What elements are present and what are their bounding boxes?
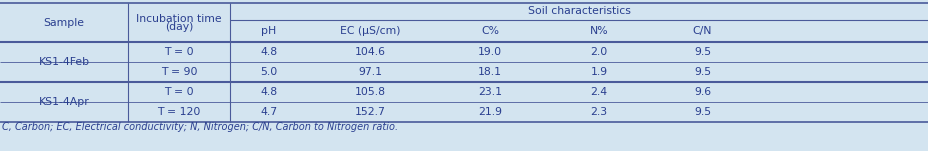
Text: 19.0: 19.0 bbox=[477, 47, 501, 57]
Text: 1.9: 1.9 bbox=[590, 67, 607, 77]
Text: 23.1: 23.1 bbox=[478, 87, 501, 97]
Text: T = 120: T = 120 bbox=[157, 107, 200, 117]
Text: KS1-4Feb: KS1-4Feb bbox=[38, 57, 89, 67]
Text: 18.1: 18.1 bbox=[478, 67, 501, 77]
Text: 152.7: 152.7 bbox=[354, 107, 385, 117]
Text: 4.8: 4.8 bbox=[260, 87, 277, 97]
Text: Sample: Sample bbox=[44, 18, 84, 27]
Text: C%: C% bbox=[481, 26, 498, 36]
Text: 21.9: 21.9 bbox=[478, 107, 501, 117]
Text: 97.1: 97.1 bbox=[357, 67, 381, 77]
Text: Soil characteristics: Soil characteristics bbox=[527, 6, 630, 16]
Text: 2.3: 2.3 bbox=[590, 107, 607, 117]
Text: 104.6: 104.6 bbox=[354, 47, 385, 57]
Text: KS1-4Apr: KS1-4Apr bbox=[39, 97, 89, 107]
Text: T = 0: T = 0 bbox=[164, 87, 194, 97]
Text: 9.5: 9.5 bbox=[693, 67, 710, 77]
Text: 9.6: 9.6 bbox=[693, 87, 710, 97]
Text: EC (μS/cm): EC (μS/cm) bbox=[340, 26, 400, 36]
Text: C, Carbon; EC, Electrical conductivity; N, Nitrogen; C/N, Carbon to Nitrogen rat: C, Carbon; EC, Electrical conductivity; … bbox=[2, 122, 398, 132]
Text: 105.8: 105.8 bbox=[354, 87, 385, 97]
Text: 9.5: 9.5 bbox=[693, 107, 710, 117]
Text: 4.7: 4.7 bbox=[260, 107, 277, 117]
Text: 9.5: 9.5 bbox=[693, 47, 710, 57]
Bar bbox=[0, 3, 928, 122]
Text: N%: N% bbox=[589, 26, 608, 36]
Text: T = 90: T = 90 bbox=[161, 67, 197, 77]
Text: T = 0: T = 0 bbox=[164, 47, 194, 57]
Text: C/N: C/N bbox=[692, 26, 712, 36]
Text: (day): (day) bbox=[164, 22, 193, 32]
Text: 4.8: 4.8 bbox=[260, 47, 277, 57]
Text: 5.0: 5.0 bbox=[260, 67, 277, 77]
Text: 2.0: 2.0 bbox=[589, 47, 607, 57]
Text: Incubation time: Incubation time bbox=[136, 13, 222, 24]
Text: 2.4: 2.4 bbox=[590, 87, 607, 97]
Text: pH: pH bbox=[261, 26, 277, 36]
